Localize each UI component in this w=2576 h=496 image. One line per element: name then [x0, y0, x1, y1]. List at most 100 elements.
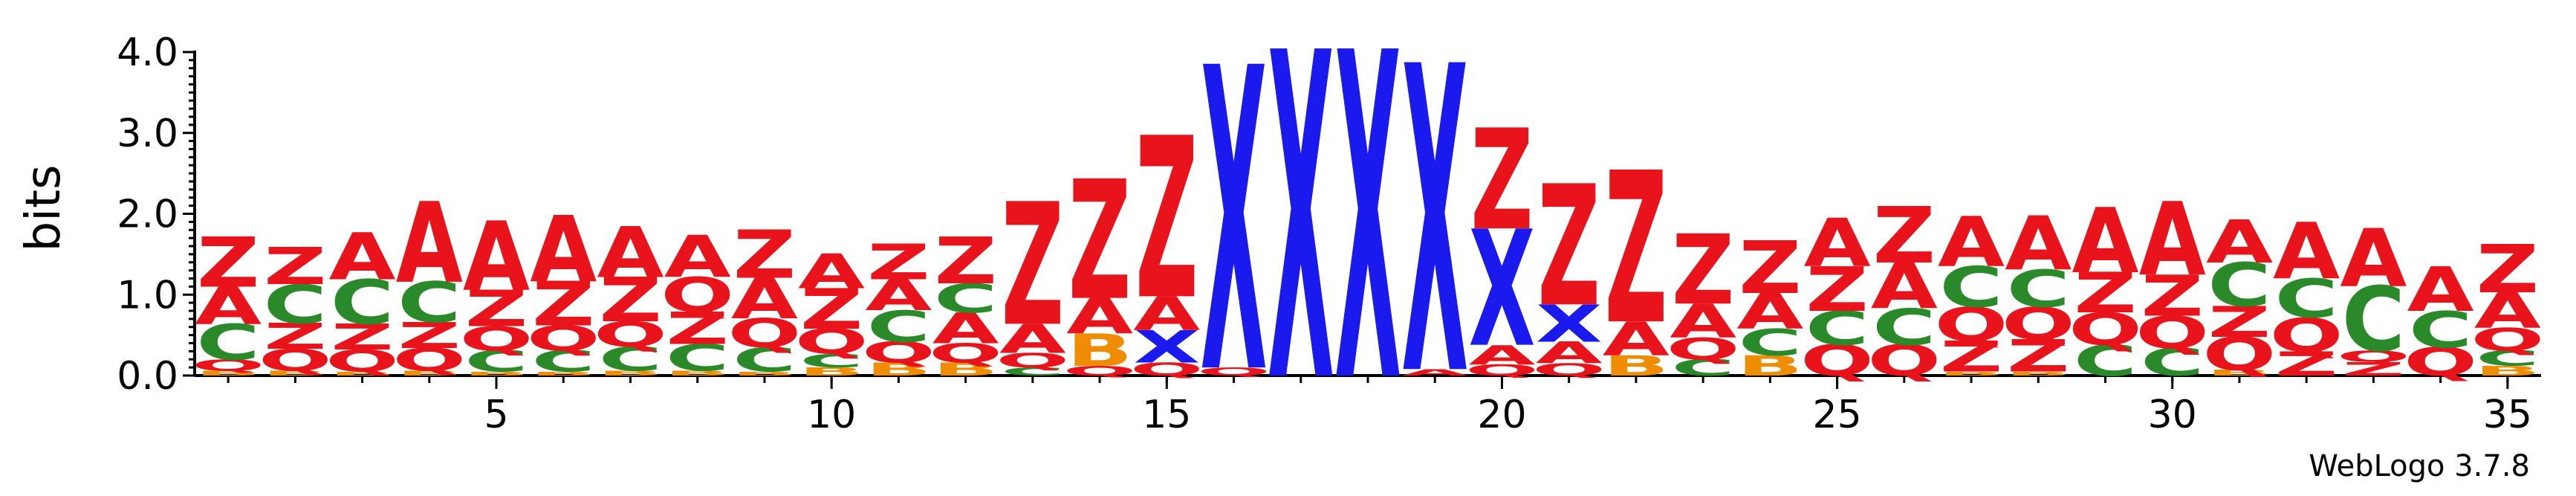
logo-letter: Q: [594, 315, 667, 355]
logo-letter: Z: [1470, 100, 1533, 261]
logo-letter: Q: [2135, 307, 2209, 359]
logo-letter: Z: [1135, 91, 1198, 349]
logo-letter: Q: [1667, 332, 1740, 367]
logo-letter: A: [731, 267, 799, 332]
logo-letter: C: [532, 345, 595, 379]
logo-letter: Q: [929, 338, 1002, 370]
credit-text: WebLogo 3.7.8: [2309, 449, 2530, 483]
y-axis-label: bits: [16, 165, 71, 252]
logo-letter: Q: [1800, 336, 1874, 385]
logo-letter: C: [1872, 299, 1936, 357]
logo-letter: Q: [661, 268, 734, 323]
logo-letter: B: [396, 370, 462, 377]
logo-letter: A: [2206, 208, 2273, 276]
logo-letter: Q: [2470, 322, 2544, 358]
logo-letter: Q: [192, 356, 265, 374]
axes: 0.0 1.0 2.0 3.0 4.0 5 10 15 20 25 30 35: [117, 30, 2541, 437]
logo-letter: Z: [666, 303, 729, 355]
logo-letter: C: [464, 345, 528, 379]
logo-letter: B: [464, 370, 530, 377]
logo-letter: Q: [460, 320, 533, 358]
logo-letter: X: [1401, 0, 1468, 469]
logo-letter: Q: [862, 336, 935, 370]
logo-letter: A: [798, 245, 865, 300]
logo-letter: A: [1536, 335, 1603, 370]
logo-letter: Q: [259, 343, 332, 378]
logo-letter: A: [2139, 181, 2206, 299]
logo-letter: Q: [2337, 347, 2410, 365]
logo-letter: X: [1268, 0, 1334, 482]
logo-letter: B: [2475, 363, 2541, 379]
logo-letter: B: [866, 359, 932, 380]
x-tick-label: 35: [2483, 393, 2532, 437]
logo-letter: Z: [2141, 264, 2204, 329]
logo-letter: A: [865, 271, 932, 320]
logo-letter: Z: [1002, 169, 1064, 364]
logo-letter: Q: [2069, 303, 2142, 355]
logo-letter: C: [1671, 355, 1734, 381]
logo-letter: A: [2474, 283, 2541, 339]
logo-letter: C: [196, 315, 259, 371]
logo-letter: B: [2207, 368, 2273, 377]
logo-letter: Q: [1532, 360, 1606, 379]
logo-letter: C: [2141, 341, 2204, 385]
logo-letter: B: [1939, 370, 2005, 377]
logo-letter: B: [664, 370, 730, 377]
logo-letter: Z: [934, 225, 996, 299]
logo-letter: Q: [392, 342, 466, 379]
logo-letter: C: [1939, 256, 2002, 321]
logo-letter: Z: [1739, 227, 1801, 310]
logo-letter: C: [1001, 365, 1064, 378]
logo-letter: A: [999, 316, 1066, 362]
logo-letter: Z: [867, 234, 929, 291]
logo-letter: Z: [733, 217, 796, 294]
logo-letter: C: [2275, 268, 2338, 330]
logo-letter: Z: [2342, 358, 2404, 380]
logo-letter: Z: [800, 277, 863, 342]
logo-letter: Q: [325, 344, 399, 379]
logo-letter: X: [1469, 197, 1536, 383]
logo-letter: Q: [795, 322, 869, 362]
x-tick-label: 20: [1477, 393, 1526, 437]
logo-letter: A: [1871, 250, 1938, 323]
logo-letter: C: [799, 350, 863, 372]
logo-letter: Q: [527, 319, 600, 359]
x-tick-label: 30: [2148, 393, 2197, 437]
logo-letter: C: [1739, 322, 1802, 364]
logo-letter: Z: [1068, 145, 1131, 337]
logo-letter: Z: [2275, 344, 2337, 383]
logo-letter: Z: [331, 317, 393, 358]
logo-letter: C: [2342, 268, 2405, 372]
logo-letter: Q: [1197, 365, 1271, 378]
y-tick-label: 3.0: [117, 112, 178, 156]
logo-letter: Q: [2404, 340, 2477, 385]
logo-letter: C: [2409, 302, 2472, 360]
logo-letter: Z: [197, 222, 259, 303]
logo-letter: Z: [1806, 254, 1868, 325]
logo-letter: Q: [1130, 359, 1204, 380]
logo-letter: C: [733, 341, 796, 379]
logo-letter: Z: [599, 265, 661, 335]
logo-letter: C: [2207, 251, 2271, 321]
logo-letter: A: [2273, 207, 2340, 297]
logo-letter: C: [666, 337, 729, 379]
logo-letter: B: [932, 359, 999, 380]
logo-letter: Z: [465, 280, 528, 338]
x-tick-label: 25: [1813, 393, 1862, 437]
logo-letter: A: [932, 304, 999, 353]
logo-letter: Z: [264, 236, 326, 296]
logo-letter: B: [1737, 350, 1803, 382]
logo-letter: B: [597, 370, 664, 377]
logo-letter: A: [1066, 289, 1133, 345]
logo-letter: Z: [1605, 128, 1667, 371]
y-tick-label: 4.0: [117, 30, 178, 75]
logo-letter: C: [264, 274, 327, 336]
logo-letter: A: [1736, 284, 1803, 341]
logo-letter: A: [2005, 201, 2071, 288]
logo-letter: B: [531, 370, 597, 377]
logo-letter: B: [262, 370, 328, 377]
logo-letter: B: [195, 370, 262, 377]
letter-stacks: BQCAZBQZCZBQZCABQZCABCQZABCQZABCQZABCZQA…: [192, 0, 2545, 482]
logo-letter: Z: [1940, 332, 2002, 381]
